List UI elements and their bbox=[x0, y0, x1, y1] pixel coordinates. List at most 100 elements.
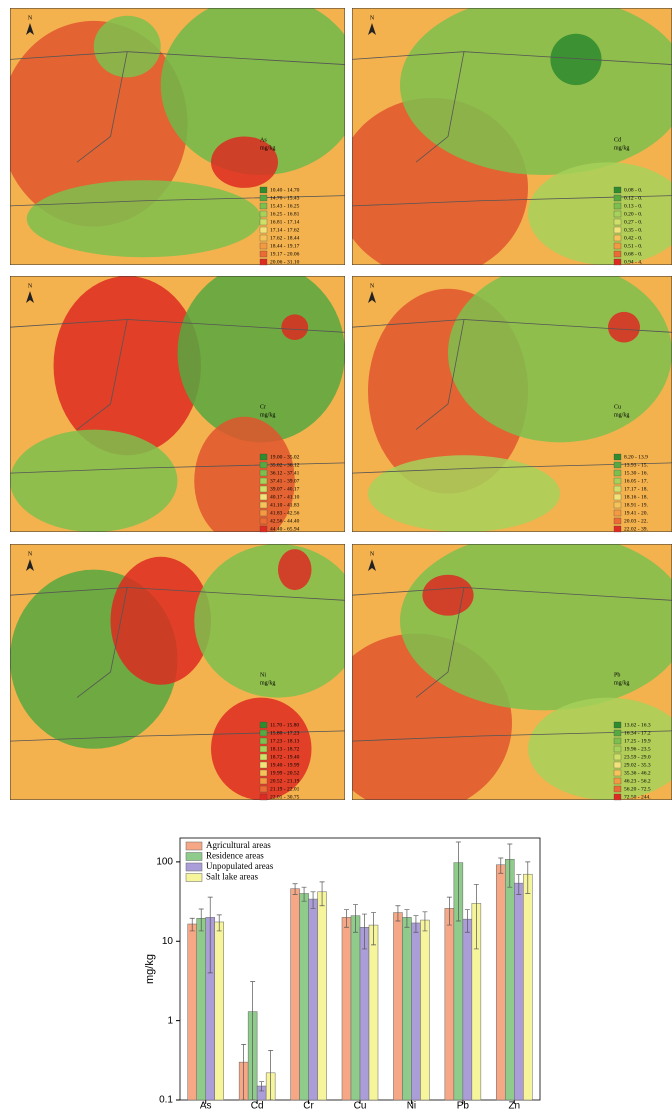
legend-swatch bbox=[614, 510, 621, 516]
bar bbox=[291, 889, 300, 1100]
legend-label: 19.99 - 20.52 bbox=[270, 770, 300, 776]
legend-label: 56.20 - 72.5 bbox=[624, 786, 651, 792]
map-zone bbox=[10, 430, 178, 532]
legend-swatch bbox=[260, 786, 267, 792]
legend-label: 17.62 - 18.44 bbox=[270, 235, 300, 241]
map-zone bbox=[422, 575, 473, 616]
legend-title: Cr bbox=[260, 404, 266, 410]
legend-swatch bbox=[614, 762, 621, 768]
legend-swatch bbox=[186, 853, 202, 861]
map-panel: NCrmg/kg19.00 - 35.0235.02 - 36.1236.12 … bbox=[10, 263, 345, 545]
legend-label: 0.08 - 0. bbox=[624, 187, 643, 193]
legend-label: Unpopulated areas bbox=[206, 861, 274, 871]
legend-label: 37.41 - 39.07 bbox=[270, 478, 300, 484]
legend-swatch bbox=[186, 863, 202, 871]
legend-swatch bbox=[614, 454, 621, 460]
legend-swatch bbox=[614, 738, 621, 744]
legend-swatch bbox=[614, 526, 621, 532]
legend-label: 13.93 - 15. bbox=[624, 462, 648, 468]
x-tick-label: Cr bbox=[303, 1101, 314, 1111]
legend-label: 22.02 - 39. bbox=[624, 526, 648, 532]
legend-label: 46.23 - 56.2 bbox=[624, 778, 651, 784]
legend-swatch bbox=[260, 227, 267, 233]
y-tick-label: 100 bbox=[156, 857, 173, 868]
legend-swatch bbox=[614, 754, 621, 760]
legend-swatch bbox=[260, 235, 267, 241]
bar-chart: 0.1110100mg/kgAsCdCrCuNiPbZnAgricultural… bbox=[144, 838, 540, 1111]
legend-unit: mg/kg bbox=[614, 412, 629, 418]
bar bbox=[505, 859, 514, 1100]
legend-label: 15.80 - 17.23 bbox=[270, 730, 300, 736]
bar bbox=[496, 865, 505, 1100]
bar bbox=[360, 927, 369, 1100]
legend-swatch bbox=[260, 746, 267, 752]
legend-swatch bbox=[614, 778, 621, 784]
legend-label: 0.13 - 0. bbox=[624, 203, 643, 209]
legend-unit: mg/kg bbox=[260, 680, 275, 686]
legend-label: 0.35 - 0. bbox=[624, 227, 643, 233]
legend-label: 8.20 - 13.9 bbox=[624, 454, 648, 460]
legend-swatch bbox=[614, 494, 621, 500]
legend-label: 11.70 - 15.80 bbox=[270, 722, 299, 728]
legend-label: 16.05 - 17. bbox=[624, 478, 648, 484]
y-tick-label: 1 bbox=[167, 1015, 173, 1026]
map-panel: NPbmg/kg13.62 - 16.316.34 - 17.217.25 - … bbox=[320, 531, 672, 813]
legend-swatch bbox=[260, 195, 267, 201]
legend-swatch bbox=[614, 243, 621, 249]
bar bbox=[445, 908, 454, 1100]
legend-swatch bbox=[614, 722, 621, 728]
x-tick-label: As bbox=[200, 1101, 212, 1111]
x-tick-label: Pb bbox=[457, 1101, 470, 1111]
legend-label: 0.51 - 0. bbox=[624, 243, 643, 249]
legend-swatch bbox=[614, 486, 621, 492]
legend-label: 35.36 - 46.2 bbox=[624, 770, 651, 776]
legend-label: 0.42 - 0. bbox=[624, 235, 643, 241]
legend-swatch bbox=[260, 494, 267, 500]
legend-label: 41.10 - 41.83 bbox=[270, 502, 300, 508]
bar bbox=[514, 883, 523, 1100]
legend-swatch bbox=[260, 526, 267, 532]
legend-swatch bbox=[260, 794, 267, 800]
legend-label: Agricultural areas bbox=[206, 840, 271, 850]
legend-label: 19.41 - 20. bbox=[624, 510, 648, 516]
legend-swatch bbox=[260, 462, 267, 468]
map-zone bbox=[278, 549, 312, 590]
legend-label: 10.40 - 14.70 bbox=[270, 187, 300, 193]
legend-swatch bbox=[614, 251, 621, 257]
legend-label: 0.94 - 4. bbox=[624, 259, 643, 265]
legend-swatch bbox=[614, 746, 621, 752]
legend-title: Ni bbox=[260, 672, 266, 678]
legend-label: 17.14 - 17.62 bbox=[270, 227, 300, 233]
legend-swatch bbox=[260, 454, 267, 460]
north-label: N bbox=[28, 283, 33, 289]
bar bbox=[309, 899, 318, 1100]
bar bbox=[197, 918, 206, 1100]
legend-label: 18.13 - 18.72 bbox=[270, 746, 300, 752]
legend-label: 15.30 - 16. bbox=[624, 470, 648, 476]
y-tick-label: 0.1 bbox=[159, 1095, 173, 1106]
legend-label: 42.56 - 44.40 bbox=[270, 518, 300, 524]
map-panel: NCumg/kg8.20 - 13.913.93 - 15.15.30 - 16… bbox=[352, 263, 672, 532]
legend-label: 20.52 - 21.19 bbox=[270, 778, 300, 784]
legend-swatch bbox=[260, 259, 267, 265]
x-tick-label: Cu bbox=[354, 1101, 367, 1111]
map-zone bbox=[448, 263, 672, 442]
bar bbox=[342, 917, 351, 1100]
bar bbox=[393, 913, 402, 1100]
bar bbox=[351, 916, 360, 1100]
x-tick-label: Cd bbox=[251, 1101, 264, 1111]
legend-label: 72.50 - 244. bbox=[624, 794, 651, 800]
legend-swatch bbox=[614, 518, 621, 524]
legend-swatch bbox=[614, 195, 621, 201]
north-label: N bbox=[28, 15, 33, 21]
legend-swatch bbox=[614, 462, 621, 468]
legend-swatch bbox=[614, 227, 621, 233]
legend-swatch bbox=[614, 730, 621, 736]
legend-swatch bbox=[260, 778, 267, 784]
legend-label: 19.96 - 23.5 bbox=[624, 746, 651, 752]
bar bbox=[215, 922, 224, 1100]
legend-swatch bbox=[260, 510, 267, 516]
legend-title: Cu bbox=[614, 404, 621, 410]
